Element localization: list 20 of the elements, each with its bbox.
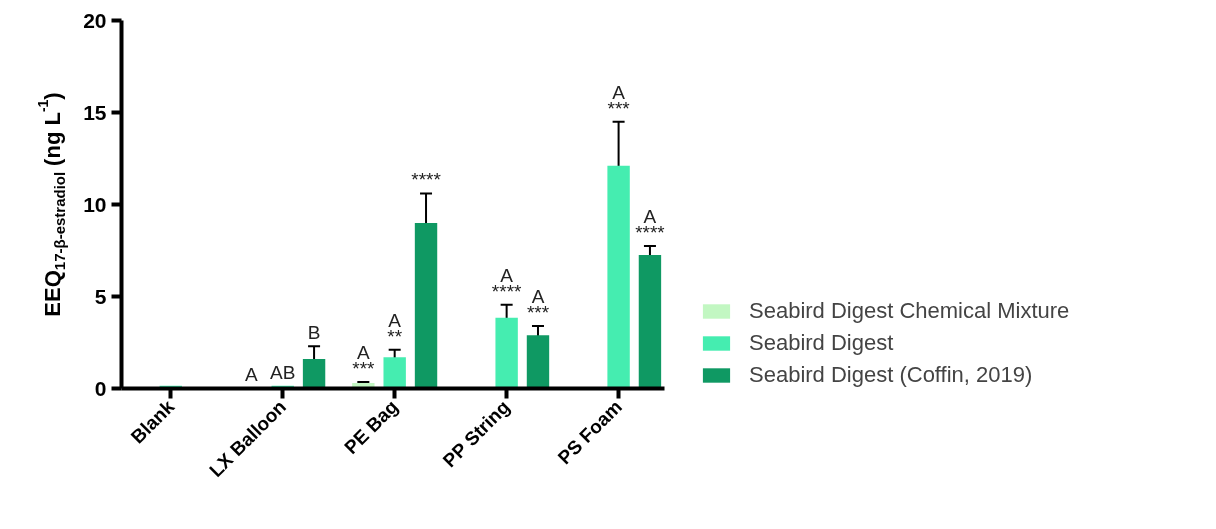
data-label: A: [245, 363, 259, 385]
y-tick-label: 20: [83, 8, 107, 32]
x-tick-label: PE Bag: [340, 396, 403, 458]
legend-label: Seabird Digest: [749, 330, 894, 356]
data-label: ****: [411, 169, 442, 191]
y-tick-label: 15: [83, 100, 107, 124]
y-tick-label: 0: [94, 376, 107, 400]
legend-label: Seabird Digest Chemical Mixture: [749, 298, 1070, 324]
y-axis-title: EEQ17-β-estradiol (ng L-1): [34, 92, 68, 317]
data-label: A ***: [607, 81, 631, 119]
data-label: A ***: [526, 286, 550, 323]
data-label: A ***: [352, 342, 376, 380]
data-label: A **: [387, 310, 403, 347]
data-label: AB: [270, 361, 296, 383]
data-label: A ****: [491, 265, 523, 302]
y-tick-label: 10: [83, 192, 107, 216]
y-tick-label: 5: [94, 284, 107, 308]
legend-label: Seabird Digest (Coffin, 2019): [749, 362, 1033, 388]
data-label: A ****: [635, 206, 666, 243]
data-label: B: [307, 322, 321, 344]
